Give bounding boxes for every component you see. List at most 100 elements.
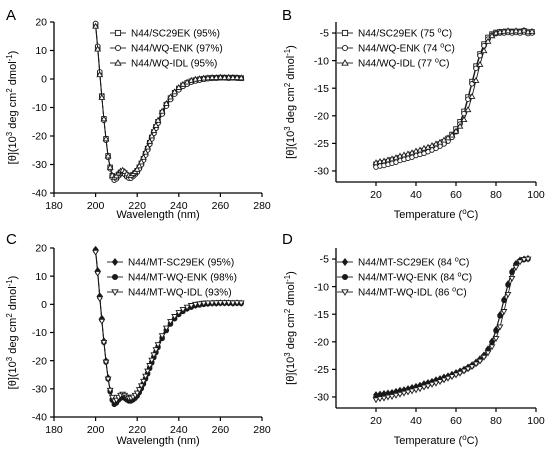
text-part: deg cm (285, 87, 297, 126)
x-tick-label: 20 (370, 189, 382, 201)
data-point (192, 301, 199, 308)
data-point (508, 275, 516, 282)
text-part: Temperature ( (394, 209, 463, 221)
y-tick-label: -5 (320, 28, 329, 40)
data-point (146, 137, 154, 144)
y-tick-label: -5 (320, 254, 329, 266)
data-point (140, 378, 147, 385)
data-point (104, 152, 112, 159)
legend-label: N44/WQ-ENK (74 oC) (358, 40, 455, 55)
panel-d: D 20 40 60 80 100 -30 -25 -20 -15 -10 -5 Temperature… (282, 231, 545, 447)
x-tick-label: 240 (170, 200, 188, 212)
y-tick-label: -10 (32, 327, 47, 339)
data-point (384, 394, 392, 401)
legend-label: N44/SC29EK (95%) (131, 29, 220, 40)
superscript: o (457, 269, 461, 278)
y-tick-label: 20 (35, 17, 47, 29)
legend-label: N44/MT-SC29EK (95%) (128, 258, 234, 269)
data-point (221, 74, 228, 80)
superscript: 3 (283, 126, 292, 131)
superscript: 2 (283, 309, 292, 313)
data-point (96, 71, 104, 78)
data-point (416, 386, 424, 393)
data-point (140, 153, 147, 160)
data-point (520, 26, 528, 33)
panel-c: C 180 200 220 240 260 280 -40 -30 -20 -10 0 10 20 Wave… (5, 231, 271, 447)
data-point (460, 368, 468, 375)
data-point (480, 354, 488, 361)
x-tick-label: 20 (370, 415, 382, 427)
data-point (488, 32, 496, 39)
data-point (464, 106, 472, 113)
x-tick-label: 180 (45, 200, 63, 212)
data-point (477, 52, 483, 59)
y-tick-label: -15 (314, 309, 329, 321)
data-point (158, 107, 166, 114)
data-point (142, 373, 149, 380)
data-point (196, 301, 204, 308)
x-tick-label: 240 (170, 424, 188, 436)
data-point (102, 359, 110, 366)
x-tick-label: 260 (212, 424, 230, 436)
legend-marker (341, 258, 349, 266)
text-part: C) (456, 288, 467, 299)
superscript: o (452, 284, 456, 293)
legend-label: N44/MT-SC29EK (84 oC) (358, 254, 469, 269)
y-axis-title: [θ](103 deg cm2 dmol-1) (5, 51, 20, 165)
data-point (229, 300, 237, 307)
legend-marker (341, 29, 349, 37)
legend: N44/MT-SC29EK (84 oC)N44/MT-WQ-ENK (84 o… (337, 254, 472, 299)
data-point (440, 377, 448, 384)
data-point (237, 300, 245, 307)
superscript: -1 (5, 54, 14, 62)
x-tick-label: 200 (87, 424, 105, 436)
data-point (225, 73, 233, 80)
panel-letter: B (282, 7, 292, 24)
data-point (162, 325, 170, 332)
data-point (158, 333, 166, 340)
data-point (142, 148, 149, 155)
legend-label: N44/WQ-IDL (77 oC) (358, 55, 449, 70)
data-point (464, 366, 472, 373)
superscript: -1 (5, 279, 14, 287)
data-point (488, 344, 496, 351)
y-tick-label: -40 (32, 188, 47, 200)
text-part: [θ](10 (285, 131, 297, 159)
data-point (492, 336, 500, 343)
text-part: ) (7, 51, 19, 55)
data-point (216, 73, 224, 80)
data-point (192, 75, 199, 82)
data-point (428, 381, 436, 388)
text-part: N44/WQ-ENK (74 (358, 44, 440, 55)
data-point (175, 310, 183, 317)
text-part: N44/MT-SC29EK (84 (358, 258, 455, 269)
y-tick-label: -15 (314, 83, 329, 95)
data-point (92, 22, 100, 29)
y-axis-title: [θ](103 deg cm2 dmol-1) (5, 276, 20, 390)
superscript: o (438, 25, 442, 34)
legend: N44/SC29EK (75 oC)N44/WQ-ENK (74 oC)N44/… (337, 25, 455, 70)
legend-label: N44/WQ-ENK (97%) (131, 44, 223, 55)
series-3 (372, 256, 532, 404)
data-point (102, 135, 110, 142)
data-point (420, 384, 428, 391)
data-point (144, 143, 152, 150)
superscript: -1 (283, 48, 292, 56)
legend-label: N44/SC29EK (75 oC) (358, 25, 452, 40)
data-point (150, 352, 158, 359)
data-point (225, 300, 233, 307)
data-point (504, 27, 512, 34)
data-point (112, 172, 120, 179)
data-point (233, 300, 241, 307)
legend-marker (111, 289, 119, 296)
x-axis-title: Temperature (oC) (394, 207, 479, 222)
data-point (460, 116, 468, 123)
data-point (448, 374, 456, 381)
y-tick-label: -40 (32, 412, 47, 424)
y-tick-label: 20 (35, 243, 47, 255)
data-point (480, 47, 488, 54)
x-axis-title: Wavelength (nm) (116, 435, 199, 447)
data-point (512, 27, 520, 34)
text-part: C) (444, 44, 455, 55)
